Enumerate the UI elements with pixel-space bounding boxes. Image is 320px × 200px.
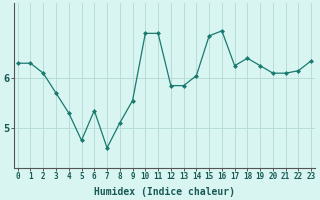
X-axis label: Humidex (Indice chaleur): Humidex (Indice chaleur) — [94, 186, 235, 197]
